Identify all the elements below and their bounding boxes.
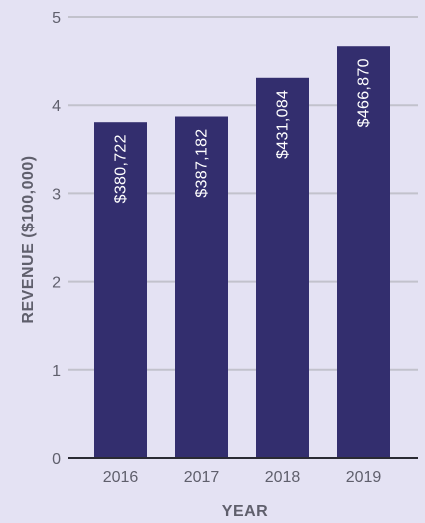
x-tick-label: 2018 <box>265 469 301 486</box>
bar-2019 <box>337 46 390 458</box>
y-tick-label: 5 <box>52 10 61 27</box>
y-tick-label: 0 <box>52 451 61 468</box>
x-axis-title: YEAR <box>222 503 268 520</box>
y-tick-label: 4 <box>52 98 61 115</box>
y-axis-title: REVENUE ($100,000) <box>20 155 37 323</box>
bar-2016 <box>94 122 147 459</box>
y-axis-ticks: 0 1 2 3 4 5 <box>52 10 61 468</box>
bar-data-label: $387,182 <box>194 129 211 198</box>
bar-2017 <box>175 116 228 458</box>
x-tick-label: 2017 <box>184 469 220 486</box>
y-tick-label: 2 <box>52 275 61 292</box>
bar-data-label: $466,870 <box>356 58 373 127</box>
bar-data-label: $431,084 <box>275 90 292 159</box>
bars <box>94 46 390 459</box>
bar-data-label: $380,722 <box>113 134 130 203</box>
y-tick-label: 3 <box>52 186 61 203</box>
x-tick-label: 2016 <box>103 469 139 486</box>
bar-2018 <box>256 77 309 459</box>
bar-data-labels: $380,722 $387,182 $431,084 $466,870 <box>113 58 373 203</box>
x-tick-label: 2019 <box>346 469 382 486</box>
y-tick-label: 1 <box>52 363 61 380</box>
x-axis-ticks: 2016 2017 2018 2019 <box>103 469 382 486</box>
